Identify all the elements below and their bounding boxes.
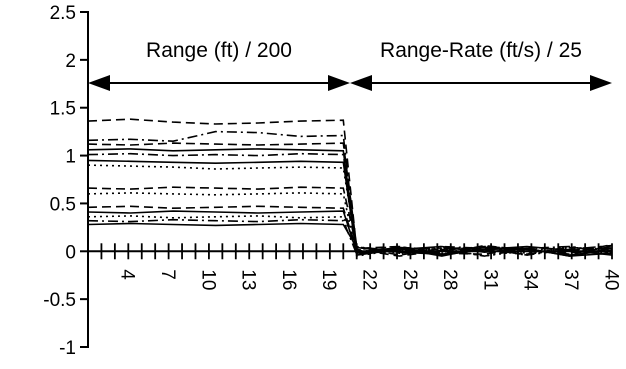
range-rate-label: Range-Rate (ft/s) / 25 [380, 39, 582, 62]
y-tick-label: -0.5 [43, 290, 76, 311]
y-tick-label: 0 [65, 242, 76, 263]
series-line [87, 218, 613, 256]
x-tick-label: 4 [117, 269, 138, 280]
series-line [87, 222, 613, 257]
range-rate-arrow-head-right [590, 75, 612, 91]
axes: -1 -0.5 0 0.5 1 1.5 2 2.5 4 7 10 13 16 19 22 25 28 31 34 37… [43, 3, 621, 359]
x-tick-label: 22 [359, 269, 380, 290]
y-tick-label: -1 [59, 338, 76, 359]
x-tick-label: 10 [197, 269, 218, 290]
x-tick-label: 16 [278, 269, 299, 290]
y-tick-label: 1 [65, 147, 76, 168]
y-tick-label: 0.5 [50, 194, 76, 215]
range-arrow-head-right [328, 75, 350, 91]
x-tick-label: 28 [439, 269, 460, 290]
series-line [87, 152, 613, 256]
x-tick-label: 7 [157, 269, 178, 280]
x-tick-label: 31 [479, 269, 500, 290]
x-tick-label: 37 [560, 269, 581, 290]
y-tick-label: 2.5 [50, 3, 76, 24]
y-tick-label: 2 [65, 51, 76, 72]
x-tick-label: 13 [238, 269, 259, 290]
series-layer [87, 118, 613, 258]
range-arrow-head-left [88, 75, 110, 91]
range-label: Range (ft) / 200 [146, 39, 292, 62]
x-tick-label: 40 [600, 269, 621, 290]
x-tick-label: 34 [520, 269, 541, 291]
range-rate-arrow-head-left [350, 75, 372, 91]
series-line [87, 215, 613, 257]
x-tick-label: 19 [318, 269, 339, 290]
y-tick-label: 1.5 [50, 99, 76, 120]
x-tick-label: 25 [399, 269, 420, 290]
annotation-layer: Range (ft) / 200 Range-Rate (ft/s) / 25 [88, 39, 612, 91]
